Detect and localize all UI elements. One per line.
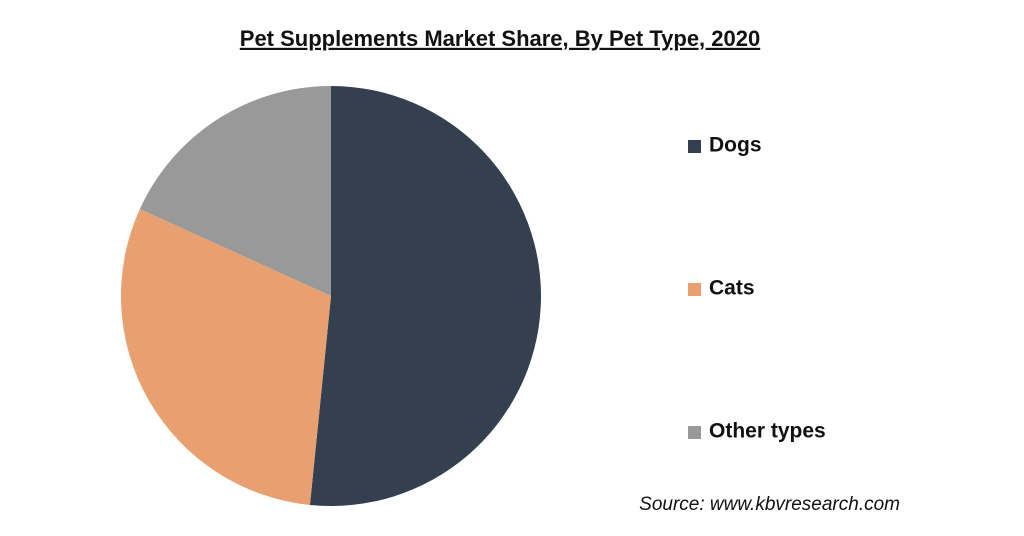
pie-slice xyxy=(120,208,331,505)
pie-slice xyxy=(139,85,331,297)
source-note: Source: www.kbvresearch.com xyxy=(639,494,900,515)
legend-swatch xyxy=(688,140,701,153)
chart-title: Pet Supplements Market Share, By Pet Typ… xyxy=(240,26,760,51)
legend-label: Cats xyxy=(709,277,755,300)
pie-slice xyxy=(309,86,541,506)
legend-swatch xyxy=(688,283,701,296)
legend-label: Other types xyxy=(709,420,826,443)
legend-label: Dogs xyxy=(709,134,762,157)
legend-swatch xyxy=(688,426,701,439)
